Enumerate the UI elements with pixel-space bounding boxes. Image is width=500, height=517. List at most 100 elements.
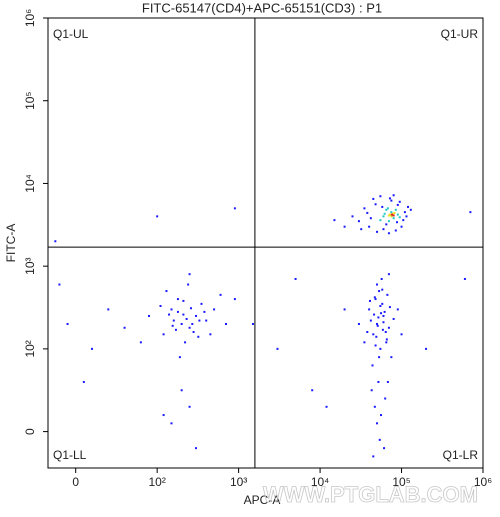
y-tick-label: 10⁶ (23, 9, 37, 27)
data-point (409, 208, 412, 211)
data-point (162, 414, 165, 417)
data-point (369, 217, 372, 220)
data-point (156, 215, 159, 218)
data-point (385, 338, 388, 341)
data-point (390, 213, 393, 216)
data-point (383, 447, 386, 450)
data-point (463, 277, 466, 280)
data-point (372, 455, 375, 458)
y-tick-label: 10³ (23, 257, 37, 274)
data-point (384, 330, 387, 333)
data-point (396, 203, 399, 206)
data-point (54, 240, 57, 243)
quadrant-label: Q1-UR (441, 27, 479, 41)
data-point (82, 380, 85, 383)
data-point (176, 298, 179, 301)
data-point (197, 335, 200, 338)
data-point (192, 330, 195, 333)
data-point (381, 302, 384, 305)
data-point (379, 347, 382, 350)
data-point (366, 330, 369, 333)
data-point (375, 335, 378, 338)
y-tick-label: 10⁵ (23, 92, 37, 110)
data-point (198, 319, 201, 322)
data-point (387, 326, 390, 329)
data-point (386, 207, 389, 210)
data-point (376, 230, 379, 233)
data-point (276, 347, 279, 350)
data-point (384, 397, 387, 400)
data-point (370, 389, 373, 392)
x-tick-label: 10³ (230, 475, 247, 489)
data-point (187, 283, 190, 286)
y-tick-label: 0 (23, 428, 37, 435)
data-point (368, 308, 371, 311)
data-point (170, 308, 173, 311)
y-tick-label: 10² (23, 340, 37, 357)
data-point (58, 283, 61, 286)
data-point (388, 306, 391, 309)
data-point (180, 322, 183, 325)
quadrant-label: Q1-UL (53, 27, 89, 41)
data-point (390, 199, 393, 202)
data-point (176, 310, 179, 313)
data-point (188, 326, 191, 329)
data-point (363, 341, 366, 344)
data-point (382, 321, 385, 324)
data-point (366, 211, 369, 214)
data-point (400, 225, 403, 228)
y-tick-label: 10⁴ (23, 174, 37, 193)
data-point (372, 197, 375, 200)
data-point (406, 205, 409, 208)
data-point (385, 208, 388, 211)
data-point (363, 207, 366, 210)
data-point (178, 356, 181, 359)
data-point (379, 195, 382, 198)
data-point (325, 405, 328, 408)
data-point (351, 215, 354, 218)
data-point (162, 333, 165, 336)
data-point (374, 298, 377, 301)
data-point (387, 220, 390, 223)
data-point (159, 304, 162, 307)
data-point (379, 304, 382, 307)
x-tick-label: 0 (72, 475, 79, 489)
data-point (233, 298, 236, 301)
x-axis-label: APC-A (244, 493, 281, 507)
data-point (343, 225, 346, 228)
data-point (385, 223, 388, 226)
data-point (170, 422, 173, 425)
data-point (180, 389, 183, 392)
data-point (402, 219, 405, 222)
data-point (200, 302, 203, 305)
data-point (172, 319, 175, 322)
data-point (376, 283, 379, 286)
data-point (343, 308, 346, 311)
data-point (400, 333, 403, 336)
data-point (382, 215, 385, 218)
data-point (373, 405, 376, 408)
data-point (189, 307, 192, 310)
data-point (333, 219, 336, 222)
data-point (195, 314, 198, 317)
data-point (373, 313, 376, 316)
data-point (374, 203, 377, 206)
data-point (219, 293, 222, 296)
data-point (385, 341, 388, 344)
x-tick-label: 10⁴ (311, 475, 330, 489)
data-point (377, 380, 380, 383)
data-point (396, 221, 399, 224)
data-point (378, 290, 381, 293)
data-point (425, 347, 428, 350)
data-point (383, 310, 386, 313)
data-point (387, 232, 390, 235)
data-point (188, 405, 191, 408)
data-point (165, 290, 168, 293)
plot-frame (47, 17, 484, 469)
data-point (372, 333, 375, 336)
data-point (381, 288, 384, 291)
data-point (380, 277, 383, 280)
data-point (66, 322, 69, 325)
data-point (378, 438, 381, 441)
data-point (394, 229, 397, 232)
